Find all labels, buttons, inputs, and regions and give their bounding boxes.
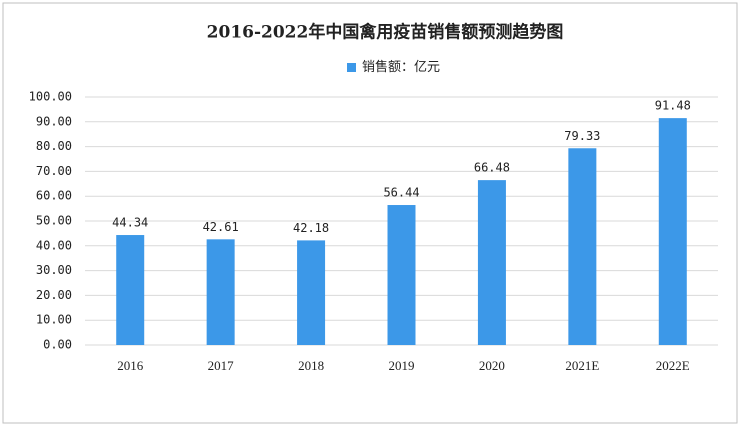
y-tick-label: 20.00	[36, 288, 72, 302]
y-tick-label: 80.00	[36, 139, 72, 153]
y-tick-label: 30.00	[36, 263, 72, 277]
y-tick-label: 60.00	[36, 189, 72, 203]
bar	[387, 205, 416, 345]
y-tick-label: 0.00	[43, 338, 72, 352]
bar	[206, 239, 235, 345]
bar	[568, 148, 597, 345]
x-tick-label: 2017	[208, 358, 235, 373]
data-label: 79.33	[564, 129, 600, 143]
y-tick-label: 40.00	[36, 238, 72, 252]
x-tick-label: 2016	[117, 358, 144, 373]
y-tick-label: 10.00	[36, 313, 72, 327]
data-label: 42.18	[293, 221, 329, 235]
y-tick-label: 50.00	[36, 214, 72, 228]
x-tick-label: 2018	[298, 358, 324, 373]
x-tick-label: 2022E	[656, 358, 690, 373]
x-tick-label: 2021E	[565, 358, 599, 373]
data-label: 44.34	[112, 216, 148, 230]
y-tick-label: 100.00	[29, 90, 72, 104]
y-tick-label: 70.00	[36, 164, 72, 178]
bar	[116, 235, 145, 345]
y-tick-label: 90.00	[36, 114, 72, 128]
data-label: 66.48	[474, 161, 510, 175]
data-label: 56.44	[383, 186, 419, 200]
x-tick-label: 2019	[389, 358, 415, 373]
x-tick-label: 2020	[479, 358, 505, 373]
data-label: 42.61	[203, 220, 239, 234]
bar	[658, 118, 687, 345]
bar	[477, 180, 506, 345]
legend-label: 销售额：亿元	[362, 59, 440, 74]
bar	[297, 240, 326, 345]
chart-title: 2016-2022年中国禽用疫苗销售额预测趋势图	[207, 22, 564, 43]
legend-swatch	[347, 63, 356, 72]
data-label: 91.48	[655, 99, 691, 113]
